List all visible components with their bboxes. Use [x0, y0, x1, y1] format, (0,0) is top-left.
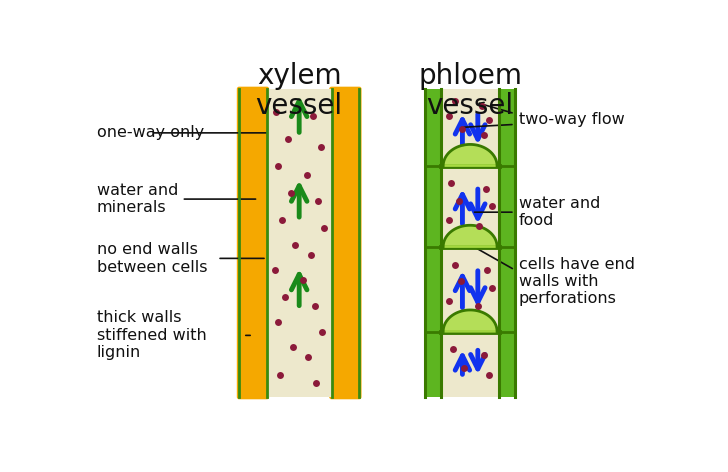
FancyBboxPatch shape — [237, 87, 269, 399]
Text: two-way flow: two-way flow — [518, 112, 625, 127]
Text: phloem
vessel: phloem vessel — [418, 62, 522, 120]
Bar — [267, 89, 331, 397]
Polygon shape — [443, 144, 497, 166]
Polygon shape — [443, 225, 497, 247]
Bar — [441, 89, 499, 397]
Bar — [499, 89, 515, 397]
Text: cells have end
walls with
perforations: cells have end walls with perforations — [518, 257, 635, 306]
Text: no end walls
between cells: no end walls between cells — [97, 242, 207, 275]
Text: xylem
vessel: xylem vessel — [256, 62, 343, 120]
FancyBboxPatch shape — [329, 87, 362, 399]
Text: water and
minerals: water and minerals — [97, 183, 178, 215]
Polygon shape — [443, 310, 497, 331]
Text: water and
food: water and food — [518, 196, 600, 228]
Text: thick walls
stiffened with
lignin: thick walls stiffened with lignin — [97, 311, 207, 360]
Text: one-way only: one-way only — [97, 126, 204, 140]
Bar — [425, 89, 441, 397]
